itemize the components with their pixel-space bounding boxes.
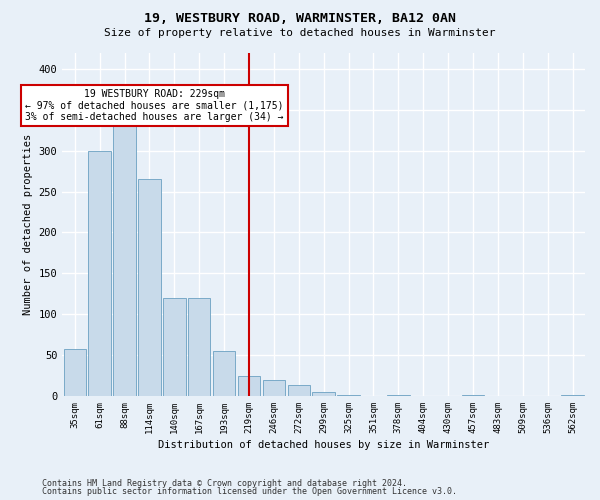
Text: 19 WESTBURY ROAD: 229sqm
← 97% of detached houses are smaller (1,175)
3% of semi: 19 WESTBURY ROAD: 229sqm ← 97% of detach…	[25, 90, 284, 122]
Bar	[462, 395, 484, 396]
Bar	[287, 386, 310, 396]
Bar	[263, 380, 285, 396]
Bar	[337, 395, 360, 396]
Y-axis label: Number of detached properties: Number of detached properties	[23, 134, 33, 315]
Bar	[562, 395, 584, 396]
X-axis label: Distribution of detached houses by size in Warminster: Distribution of detached houses by size …	[158, 440, 489, 450]
Bar	[313, 392, 335, 396]
Text: 19, WESTBURY ROAD, WARMINSTER, BA12 0AN: 19, WESTBURY ROAD, WARMINSTER, BA12 0AN	[144, 12, 456, 26]
Bar	[113, 126, 136, 396]
Bar	[238, 376, 260, 396]
Bar	[213, 351, 235, 396]
Bar	[138, 179, 161, 396]
Bar	[163, 298, 185, 396]
Bar	[387, 395, 410, 396]
Text: Contains HM Land Registry data © Crown copyright and database right 2024.: Contains HM Land Registry data © Crown c…	[42, 478, 407, 488]
Bar	[88, 150, 111, 396]
Text: Size of property relative to detached houses in Warminster: Size of property relative to detached ho…	[104, 28, 496, 38]
Text: Contains public sector information licensed under the Open Government Licence v3: Contains public sector information licen…	[42, 487, 457, 496]
Bar	[64, 350, 86, 396]
Bar	[188, 298, 211, 396]
